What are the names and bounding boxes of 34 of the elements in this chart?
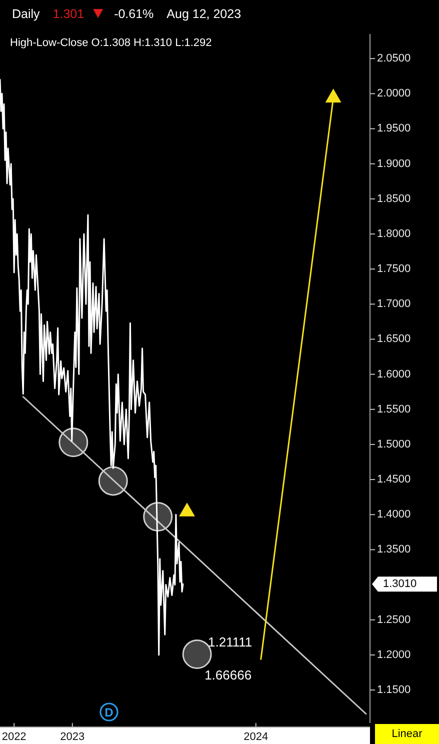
y-tick-label: 1.9000: [377, 158, 411, 170]
y-tick-label: 1.9500: [377, 122, 411, 135]
y-tick-label: 1.8000: [377, 228, 411, 240]
y-tick-label: 1.7000: [377, 298, 411, 310]
annotation: D: [104, 706, 114, 720]
text: 1.301: [52, 7, 84, 21]
y-tick-label: 1.6500: [377, 333, 411, 346]
x-tick-label: 2022: [2, 731, 26, 743]
text: Aug 12, 2023: [166, 7, 242, 21]
chart-title: Daily: [12, 7, 41, 21]
y-tick-label: 1.6000: [377, 368, 411, 380]
y-tick-label: 1.7500: [377, 263, 411, 276]
y-tick-label: 1.5500: [377, 403, 411, 416]
text: 1.3010: [383, 578, 417, 590]
y-tick-label: 1.2500: [377, 614, 411, 626]
text: -0.61%: [114, 7, 154, 21]
annotation: 1.21111: [208, 634, 252, 650]
annotation: 1.66666: [204, 668, 252, 683]
line-series: [0, 78, 184, 656]
y-tick-label: 2.0500: [377, 52, 411, 65]
point: [58, 428, 88, 458]
y-tick-label: 2.0000: [377, 88, 411, 100]
y-tick-label: 1.3500: [377, 544, 411, 556]
y-tick-label: 1.2000: [377, 648, 411, 661]
y-tick-label: 1.5000: [377, 438, 411, 450]
y-tick-label: 1.8500: [377, 192, 411, 205]
x-tick-label: 2023: [60, 731, 85, 743]
y-tick-label: 1.4500: [377, 474, 411, 486]
x-tick-label: 2024: [244, 731, 268, 743]
point: [98, 466, 128, 496]
y-tick-label: 1.4000: [377, 508, 411, 521]
chart-subtitle: High-Low-Close O:1.308 H:1.310 L:1.292: [10, 37, 212, 49]
y-tick-label: 1.1500: [377, 684, 411, 696]
text: Linear: [392, 728, 423, 740]
